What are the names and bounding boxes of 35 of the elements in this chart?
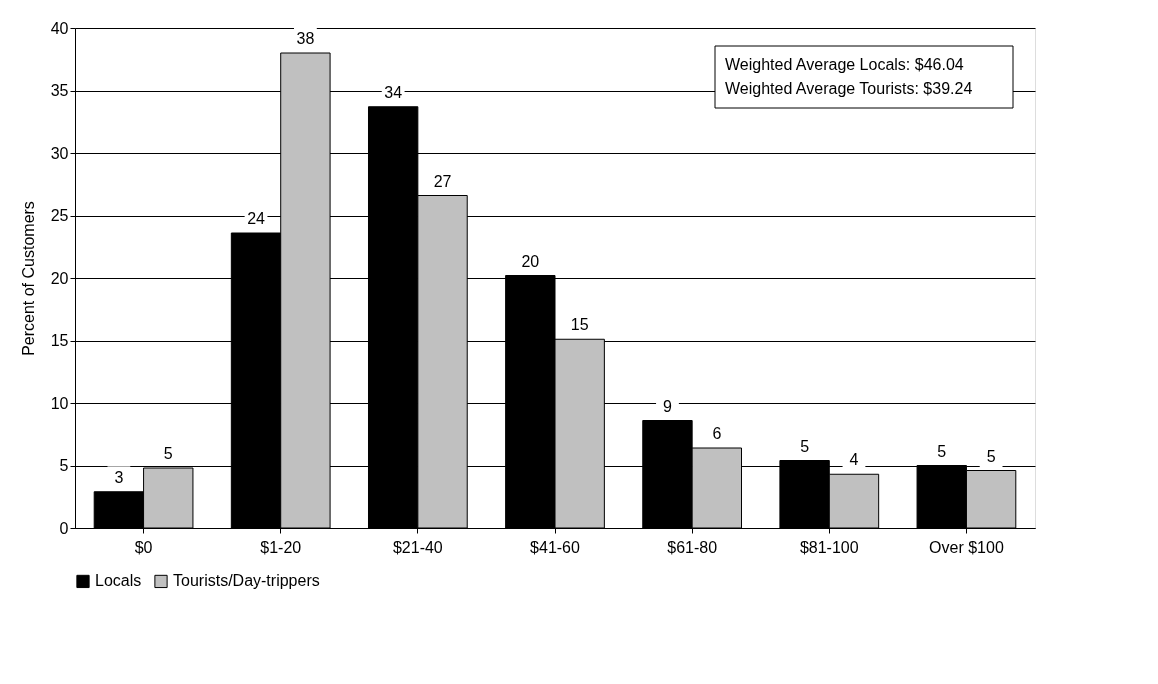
- data-label: 5: [163, 445, 173, 462]
- y-tick-label: 20: [50, 269, 69, 287]
- x-tick-label: $61-80: [667, 538, 718, 556]
- x-tick-label: $81-100: [799, 538, 859, 556]
- data-label: 3: [114, 468, 124, 486]
- x-tick-label: $1-20: [260, 538, 302, 556]
- x-tick-label: $21-40: [392, 538, 443, 556]
- data-label: 4: [849, 451, 859, 469]
- y-tick-label: 0: [59, 519, 69, 537]
- y-tick-label: 40: [50, 19, 69, 37]
- y-axis-title: Percent of Customers: [19, 201, 37, 356]
- data-label: 24: [247, 210, 266, 227]
- y-tick-label: 30: [50, 144, 69, 162]
- x-tick-label: Over $100: [929, 538, 1004, 556]
- data-label: 5: [986, 447, 996, 465]
- y-tick-label: 25: [50, 207, 69, 224]
- annotation: Weighted Average Locals: $46.04: [725, 56, 964, 73]
- data-label: 27: [433, 172, 452, 190]
- data-label: 38: [296, 30, 315, 47]
- legend-label: Tourists/Day-trippers: [173, 572, 320, 590]
- x-tick-label: $41-60: [530, 538, 581, 556]
- data-label: 9: [663, 397, 672, 415]
- data-label: 34: [384, 83, 403, 101]
- x-tick-label: $0: [134, 538, 153, 556]
- y-tick-label: 5: [59, 457, 69, 474]
- data-label: 5: [937, 442, 947, 460]
- y-tick-label: 10: [50, 394, 69, 412]
- legend-label: Locals: [95, 572, 142, 590]
- y-tick-label: 15: [50, 332, 69, 349]
- data-label: 15: [570, 316, 589, 334]
- annotation: Weighted Average Tourists: $39.24: [725, 80, 973, 97]
- data-label: 6: [712, 425, 722, 442]
- data-label: 20: [521, 252, 540, 270]
- data-label: 5: [800, 437, 810, 455]
- y-tick-label: 35: [50, 82, 69, 99]
